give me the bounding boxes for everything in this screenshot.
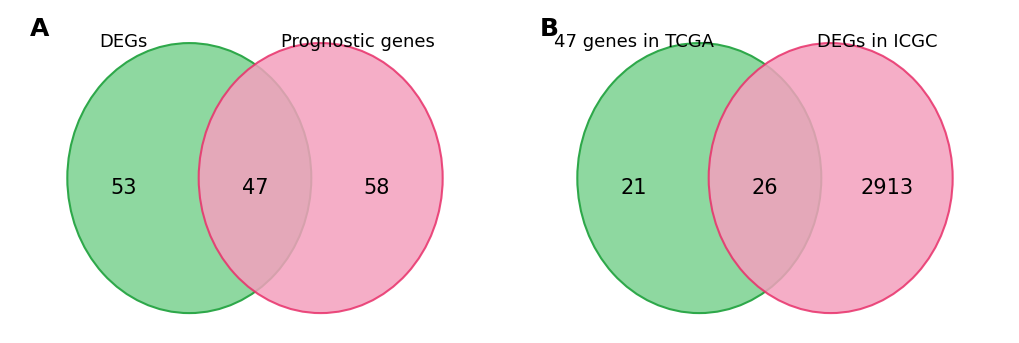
Text: 47: 47: [242, 178, 268, 198]
Text: 21: 21: [620, 178, 646, 198]
Text: 26: 26: [751, 178, 777, 198]
Ellipse shape: [199, 43, 442, 313]
Text: 47 genes in TCGA: 47 genes in TCGA: [553, 33, 713, 51]
Ellipse shape: [67, 43, 311, 313]
Text: A: A: [30, 17, 49, 41]
Text: Prognostic genes: Prognostic genes: [281, 33, 435, 51]
Text: B: B: [539, 17, 558, 41]
Text: 58: 58: [364, 178, 390, 198]
Text: 2913: 2913: [860, 178, 913, 198]
Text: DEGs: DEGs: [99, 33, 148, 51]
Ellipse shape: [708, 43, 952, 313]
Text: 53: 53: [110, 178, 137, 198]
Text: DEGs in ICGC: DEGs in ICGC: [816, 33, 936, 51]
Ellipse shape: [577, 43, 820, 313]
